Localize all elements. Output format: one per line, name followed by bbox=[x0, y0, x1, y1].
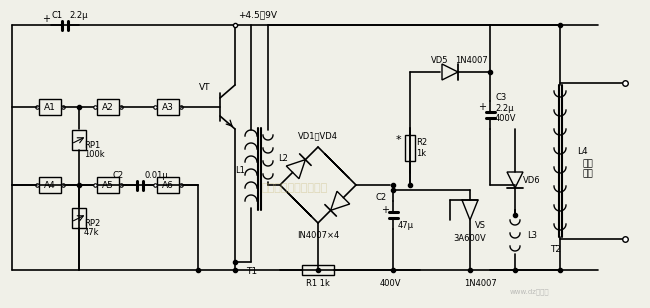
Text: +: + bbox=[42, 14, 50, 24]
Bar bbox=[39, 177, 61, 193]
Bar bbox=[72, 208, 86, 228]
Text: +: + bbox=[478, 102, 486, 112]
Text: RP2: RP2 bbox=[84, 218, 100, 228]
Bar bbox=[157, 177, 179, 193]
Text: 1N4007: 1N4007 bbox=[463, 278, 497, 287]
Text: C2: C2 bbox=[376, 192, 387, 201]
Text: 2.2μ: 2.2μ bbox=[69, 10, 88, 19]
Bar bbox=[97, 177, 119, 193]
Polygon shape bbox=[462, 200, 478, 220]
Text: 1N4007: 1N4007 bbox=[455, 55, 488, 64]
Polygon shape bbox=[442, 64, 458, 80]
Bar bbox=[97, 99, 119, 115]
Polygon shape bbox=[324, 153, 343, 172]
Text: 47μ: 47μ bbox=[398, 221, 414, 229]
Text: R1 1k: R1 1k bbox=[306, 278, 330, 287]
Text: A5: A5 bbox=[102, 180, 114, 189]
Text: R2: R2 bbox=[416, 137, 427, 147]
Text: 3A600V: 3A600V bbox=[454, 233, 486, 242]
Text: 400V: 400V bbox=[495, 114, 517, 123]
Text: 100k: 100k bbox=[84, 149, 105, 159]
Text: 1k: 1k bbox=[416, 148, 426, 157]
Text: VD1～VD4: VD1～VD4 bbox=[298, 132, 338, 140]
Bar bbox=[39, 99, 61, 115]
Bar bbox=[72, 130, 86, 150]
Text: A3: A3 bbox=[162, 103, 174, 111]
Text: L2: L2 bbox=[278, 153, 288, 163]
Text: *: * bbox=[395, 135, 401, 145]
Text: A1: A1 bbox=[44, 103, 56, 111]
Bar bbox=[157, 99, 179, 115]
Text: 2.2μ: 2.2μ bbox=[495, 103, 514, 112]
Text: www.dz山峦图: www.dz山峦图 bbox=[510, 289, 550, 295]
Text: 400V: 400V bbox=[379, 278, 401, 287]
Polygon shape bbox=[331, 191, 350, 210]
Text: L4: L4 bbox=[577, 147, 588, 156]
Text: A6: A6 bbox=[162, 180, 174, 189]
Text: VS: VS bbox=[475, 221, 486, 229]
Bar bbox=[405, 135, 415, 161]
Text: 0.01μ: 0.01μ bbox=[144, 171, 168, 180]
Text: 输出
电极: 输出 电极 bbox=[582, 159, 593, 179]
Text: T2: T2 bbox=[550, 245, 561, 253]
Text: VT: VT bbox=[200, 83, 211, 91]
Text: +4.5～9V: +4.5～9V bbox=[238, 10, 277, 19]
Text: C3: C3 bbox=[495, 92, 506, 102]
Polygon shape bbox=[292, 198, 312, 217]
Text: RP1: RP1 bbox=[84, 140, 100, 149]
Text: C2: C2 bbox=[112, 171, 124, 180]
Text: T1: T1 bbox=[246, 268, 257, 277]
Text: L1: L1 bbox=[235, 165, 245, 175]
Polygon shape bbox=[286, 160, 306, 179]
Polygon shape bbox=[507, 172, 523, 188]
Text: +: + bbox=[381, 205, 389, 215]
Text: VD6: VD6 bbox=[523, 176, 541, 184]
Text: L3: L3 bbox=[527, 230, 537, 240]
Text: A2: A2 bbox=[102, 103, 114, 111]
Text: A4: A4 bbox=[44, 180, 56, 189]
Text: IN4007×4: IN4007×4 bbox=[297, 230, 339, 240]
Text: 杭州精睿科技有限公司: 杭州精睿科技有限公司 bbox=[262, 183, 328, 193]
Bar bbox=[302, 265, 334, 275]
Text: VD5: VD5 bbox=[431, 55, 448, 64]
Text: C1: C1 bbox=[51, 10, 62, 19]
Text: 47k: 47k bbox=[84, 228, 99, 237]
